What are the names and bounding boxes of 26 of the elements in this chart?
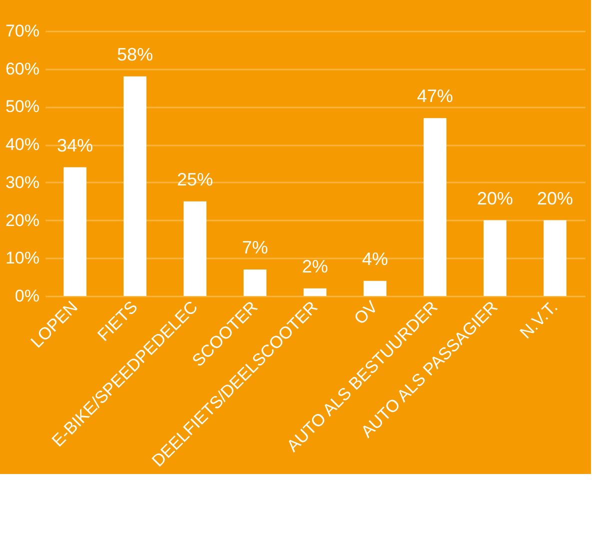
y-tick-label: 50% bbox=[5, 97, 40, 116]
data-label: 34% bbox=[56, 135, 94, 156]
bar bbox=[424, 118, 446, 296]
y-tick-label: 20% bbox=[5, 210, 40, 230]
bar bbox=[484, 220, 506, 296]
y-tick-label: 60% bbox=[5, 59, 40, 78]
data-label: 20% bbox=[476, 188, 514, 208]
y-tick-label: 70% bbox=[5, 22, 40, 40]
bar bbox=[244, 270, 266, 296]
data-label: 20% bbox=[536, 188, 574, 208]
y-tick-label: 40% bbox=[5, 135, 40, 154]
bar bbox=[124, 76, 146, 296]
data-label: 47% bbox=[416, 86, 454, 106]
data-label: 7% bbox=[242, 238, 268, 258]
data-label: 2% bbox=[302, 256, 328, 276]
data-label: 58% bbox=[116, 44, 154, 64]
y-tick-label: 10% bbox=[5, 248, 40, 268]
bar bbox=[364, 280, 386, 296]
y-tick-label: 0% bbox=[14, 286, 40, 306]
bar bbox=[544, 220, 566, 296]
bar bbox=[64, 167, 86, 296]
data-label: 25% bbox=[176, 169, 214, 190]
y-tick-label: 30% bbox=[5, 172, 40, 192]
bar bbox=[304, 288, 326, 296]
bar bbox=[184, 201, 206, 296]
data-label: 4% bbox=[362, 248, 388, 269]
